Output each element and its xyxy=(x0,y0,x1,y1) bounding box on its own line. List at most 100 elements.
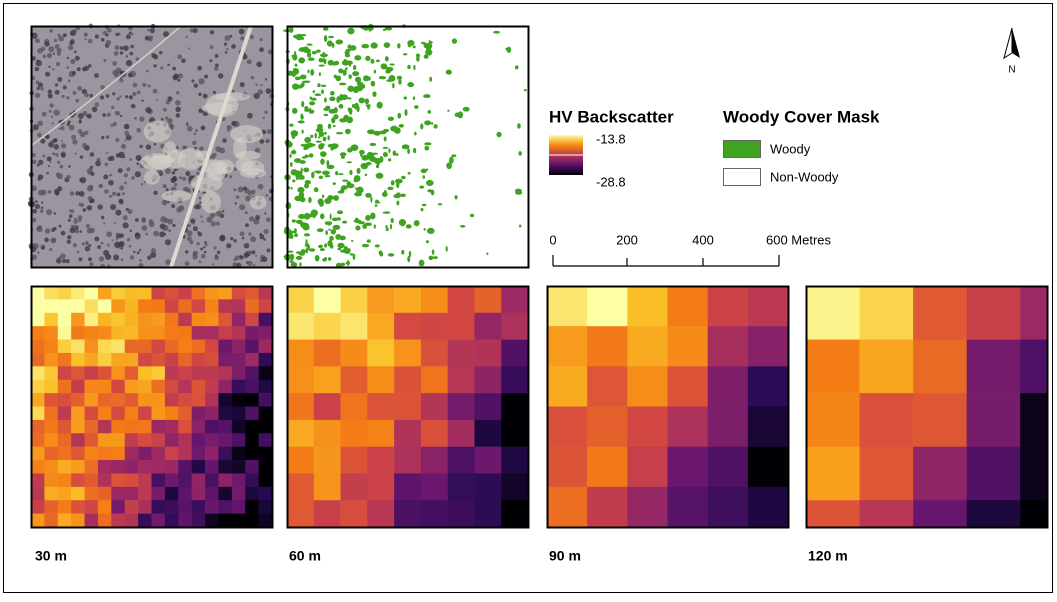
woody-patch xyxy=(370,212,375,219)
aerial-tree xyxy=(94,236,99,241)
backscatter-pixel xyxy=(85,366,99,380)
backscatter-pixel xyxy=(125,380,139,394)
aerial-tree xyxy=(41,207,43,209)
backscatter-pixel xyxy=(125,299,139,313)
woody-patch xyxy=(354,219,362,223)
backscatter-pixel xyxy=(259,514,273,528)
woody-patch xyxy=(322,171,330,175)
woody-patch xyxy=(400,194,406,197)
backscatter-pixel xyxy=(421,447,448,474)
backscatter-pixel xyxy=(192,447,206,461)
backscatter-pixel xyxy=(394,473,421,500)
backscatter-pixel xyxy=(85,447,99,461)
backscatter-pixel xyxy=(152,299,166,313)
aerial-tree xyxy=(90,152,95,157)
backscatter-pixel xyxy=(98,407,112,421)
backscatter-pixel xyxy=(501,473,528,500)
backscatter-pixel xyxy=(245,366,259,380)
woody-patch xyxy=(358,97,364,103)
aerial-tree xyxy=(258,184,264,190)
aerial-tree xyxy=(77,86,82,91)
aerial-tree xyxy=(49,110,52,113)
backscatter-pixel xyxy=(138,326,152,340)
aerial-tree xyxy=(79,121,82,124)
aerial-tree xyxy=(68,80,71,83)
woody-patch xyxy=(343,59,346,62)
aerial-tree xyxy=(78,215,83,220)
aerial-tree xyxy=(145,36,150,41)
aerial-tree xyxy=(66,259,70,263)
backscatter-pixel xyxy=(218,433,232,447)
aerial-tree xyxy=(84,38,86,40)
backscatter-pixel xyxy=(245,353,259,367)
aerial-tree xyxy=(231,44,236,49)
aerial-tree xyxy=(49,248,52,251)
woody-patch xyxy=(377,102,383,109)
backscatter-pixel xyxy=(668,487,708,527)
aerial-tree xyxy=(124,124,130,130)
woody-patch xyxy=(327,40,333,46)
woody-patch xyxy=(356,168,360,174)
woody-patch xyxy=(307,48,309,51)
backscatter-pixel xyxy=(85,473,99,487)
aerial-tree xyxy=(84,93,89,98)
aerial-tree xyxy=(95,161,101,167)
woody-patch xyxy=(375,204,378,207)
backscatter-pixel xyxy=(192,433,206,447)
woody-patch xyxy=(376,60,380,63)
aerial-tree xyxy=(56,172,61,177)
aerial-tree xyxy=(106,152,108,154)
backscatter-pixel xyxy=(501,313,528,340)
backscatter-pixel xyxy=(31,340,45,354)
backscatter-pixel xyxy=(178,380,192,394)
backscatter-pixel xyxy=(125,286,139,300)
aerial-tree xyxy=(120,115,122,117)
aerial-tree xyxy=(55,90,60,95)
aerial-tree xyxy=(87,170,91,174)
aerial-tree xyxy=(70,209,74,213)
woody-patch xyxy=(341,185,348,190)
aerial-tree xyxy=(128,73,133,78)
backscatter-pixel xyxy=(245,393,259,407)
aerial-tree xyxy=(159,51,162,54)
woody-patch xyxy=(296,256,303,260)
backscatter-pixel xyxy=(232,420,246,434)
backscatter-pixel xyxy=(218,447,232,461)
backscatter-pixel xyxy=(178,366,192,380)
aerial-tree xyxy=(187,236,192,241)
woody-patch xyxy=(387,187,393,190)
aerial-tree xyxy=(68,219,71,222)
aerial-tree xyxy=(117,193,121,197)
woody-patch xyxy=(353,65,356,70)
panel-label: 120 m xyxy=(808,548,848,564)
woody-patch xyxy=(379,131,386,135)
aerial-tree xyxy=(119,95,121,97)
aerial-tree xyxy=(168,229,170,231)
backscatter-pixel xyxy=(138,473,152,487)
backscatter-pixel xyxy=(421,473,448,500)
backscatter-pixel xyxy=(205,353,219,367)
backscatter-pixel xyxy=(98,433,112,447)
aerial-tree xyxy=(153,231,159,237)
woody-patch xyxy=(288,251,294,253)
backscatter-pixel xyxy=(806,447,860,501)
aerial-tree xyxy=(165,239,171,245)
woody-patch xyxy=(347,97,351,99)
woody-patch xyxy=(370,196,372,202)
backscatter-pixel xyxy=(748,447,788,487)
backscatter-pixel xyxy=(178,447,192,461)
woody-patch xyxy=(388,117,394,121)
backscatter-pixel xyxy=(85,393,99,407)
backscatter-pixel xyxy=(85,340,99,354)
backscatter-pixel xyxy=(913,286,967,340)
backscatter-pixel xyxy=(44,514,58,528)
backscatter-pixel xyxy=(138,286,152,300)
backscatter-pixel xyxy=(860,286,914,340)
woody-patch xyxy=(312,70,314,74)
backscatter-pixel xyxy=(367,366,394,393)
backscatter-pixel xyxy=(192,393,206,407)
backscatter-pixel xyxy=(232,473,246,487)
aerial-tree xyxy=(153,64,156,67)
backscatter-pixel xyxy=(967,340,1021,394)
backscatter-pixel xyxy=(58,380,72,394)
